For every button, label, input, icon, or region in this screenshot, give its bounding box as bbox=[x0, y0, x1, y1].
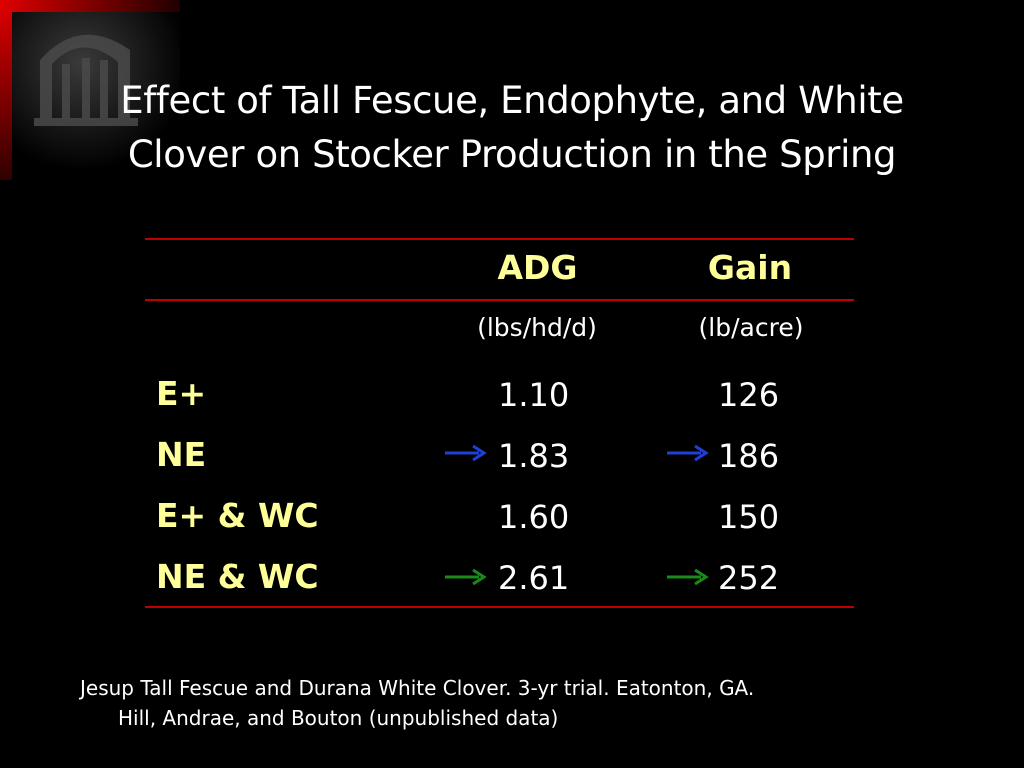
column-header-adg: ADG bbox=[497, 248, 578, 287]
column-header-gain: Gain bbox=[707, 248, 793, 287]
gain-value-ne: 186 bbox=[718, 437, 780, 475]
gain-value-e-plus: 126 bbox=[718, 376, 780, 414]
row-label-e-plus-wc: E+ & WC bbox=[156, 496, 319, 535]
right-arrow-icon bbox=[667, 568, 709, 586]
table-header-rule bbox=[145, 299, 854, 301]
gain-value-e-plus-wc: 150 bbox=[718, 498, 780, 536]
university-arch-logo-icon bbox=[0, 0, 180, 180]
column-unit-gain: (lb/acre) bbox=[698, 313, 804, 342]
adg-value-e-plus-wc: 1.60 bbox=[498, 498, 570, 536]
table-bottom-rule bbox=[145, 606, 854, 608]
slide-title: Effect of Tall Fescue, Endophyte, and Wh… bbox=[40, 74, 984, 182]
right-arrow-icon bbox=[445, 568, 487, 586]
right-arrow-icon bbox=[445, 444, 487, 462]
row-label-e-plus: E+ bbox=[156, 374, 207, 413]
table-top-rule bbox=[145, 238, 854, 240]
adg-value-ne-wc: 2.61 bbox=[498, 559, 570, 597]
footnote-line-1: Jesup Tall Fescue and Durana White Clove… bbox=[80, 676, 755, 700]
column-unit-adg: (lbs/hd/d) bbox=[477, 313, 597, 342]
footnote-line-2: Hill, Andrae, and Bouton (unpublished da… bbox=[118, 706, 559, 730]
gain-value-ne-wc: 252 bbox=[718, 559, 780, 597]
adg-value-ne: 1.83 bbox=[498, 437, 570, 475]
row-label-ne: NE bbox=[156, 435, 207, 474]
slide-title-line-2: Clover on Stocker Production in the Spri… bbox=[127, 133, 897, 176]
slide-title-line-1: Effect of Tall Fescue, Endophyte, and Wh… bbox=[120, 79, 904, 122]
right-arrow-icon bbox=[667, 444, 709, 462]
adg-value-e-plus: 1.10 bbox=[498, 376, 570, 414]
row-label-ne-wc: NE & WC bbox=[156, 557, 319, 596]
